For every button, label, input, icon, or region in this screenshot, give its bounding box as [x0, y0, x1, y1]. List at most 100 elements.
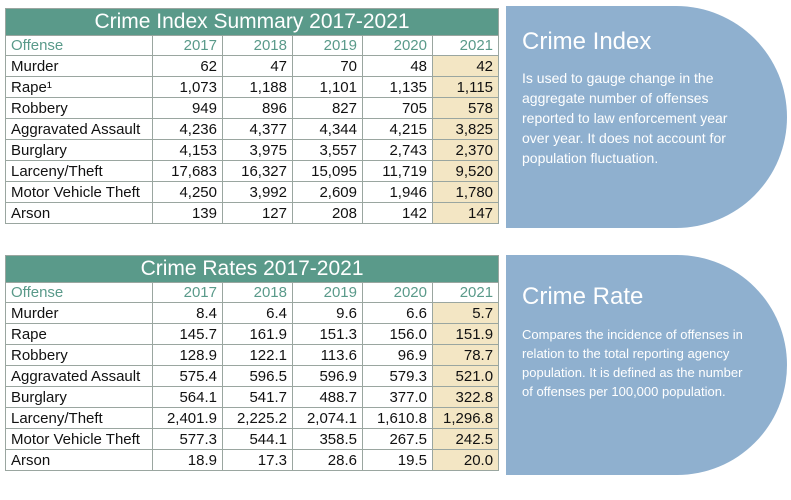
column-header-2017: 2017	[152, 35, 223, 56]
value-cell: 322.8	[431, 386, 500, 408]
value-cell: 1,946	[362, 181, 433, 203]
value-cell: 1,296.8	[431, 407, 500, 429]
value-cell: 42	[431, 55, 500, 77]
value-cell: 4,250	[152, 181, 223, 203]
column-header-2020: 2020	[362, 35, 433, 56]
column-header-offense: Offense	[5, 35, 153, 56]
crime-rates-title: Crime Rates 2017-2021	[4, 255, 500, 283]
value-cell: 596.9	[292, 365, 363, 387]
value-cell: 827	[292, 97, 363, 119]
table-row: Larceny/Theft 2,401.9 2,225.2 2,074.1 1,610.…	[5, 407, 500, 429]
value-cell: 20.0	[431, 449, 500, 471]
column-header-2019: 2019	[292, 35, 363, 56]
offense-cell: Arson	[5, 202, 153, 224]
value-cell: 151.9	[431, 323, 500, 345]
value-cell: 9,520	[431, 160, 500, 182]
value-cell: 19.5	[362, 449, 433, 471]
value-cell: 145.7	[152, 323, 223, 345]
value-cell: 48	[362, 55, 433, 77]
column-header-2018: 2018	[222, 282, 293, 303]
crime-index-info-panel: Crime Index Is used to gauge change in t…	[506, 6, 787, 228]
value-cell: 156.0	[362, 323, 433, 345]
offense-cell: Aggravated Assault	[5, 365, 153, 387]
value-cell: 127	[222, 202, 293, 224]
value-cell: 1,101	[292, 76, 363, 98]
offense-cell: Larceny/Theft	[5, 160, 153, 182]
offense-cell: Aggravated Assault	[5, 118, 153, 140]
value-cell: 151.3	[292, 323, 363, 345]
table-row: Murder 8.4 6.4 9.6 6.6 5.7	[5, 302, 500, 324]
value-cell: 11,719	[362, 160, 433, 182]
value-cell: 521.0	[431, 365, 500, 387]
value-cell: 488.7	[292, 386, 363, 408]
value-cell: 4,377	[222, 118, 293, 140]
value-cell: 16,327	[222, 160, 293, 182]
table-row: Murder 62 47 70 48 42	[5, 55, 500, 77]
crime-rates-header-row: Offense 2017 2018 2019 2020 2021	[5, 282, 500, 303]
offense-cell: Larceny/Theft	[5, 407, 153, 429]
table-row: Burglary 4,153 3,975 3,557 2,743 2,370	[5, 139, 500, 161]
value-cell: 5.7	[431, 302, 500, 324]
value-cell: 17,683	[152, 160, 223, 182]
value-cell: 4,236	[152, 118, 223, 140]
value-cell: 1,780	[431, 181, 500, 203]
value-cell: 62	[152, 55, 223, 77]
value-cell: 9.6	[292, 302, 363, 324]
value-cell: 2,370	[431, 139, 500, 161]
offense-cell: Murder	[5, 302, 153, 324]
table-row: Aggravated Assault 575.4 596.5 596.9 579.3 52…	[5, 365, 500, 387]
crime-index-description: Is used to gauge change in the aggregate…	[522, 70, 728, 166]
value-cell: 6.4	[222, 302, 293, 324]
value-cell: 47	[222, 55, 293, 77]
table-row: Motor Vehicle Theft 577.3 544.1 358.5 267.5 2…	[5, 428, 500, 450]
crime-index-heading: Crime Index	[522, 28, 652, 55]
value-cell: 4,215	[362, 118, 433, 140]
value-cell: 544.1	[222, 428, 293, 450]
offense-cell: Robbery	[5, 97, 153, 119]
value-cell: 1,073	[152, 76, 223, 98]
value-cell: 575.4	[152, 365, 223, 387]
offense-cell: Motor Vehicle Theft	[5, 428, 153, 450]
column-header-2021: 2021	[431, 35, 500, 56]
value-cell: 96.9	[362, 344, 433, 366]
value-cell: 1,135	[362, 76, 433, 98]
table-row: Arson 18.9 17.3 28.6 19.5 20.0	[5, 449, 500, 471]
value-cell: 78.7	[431, 344, 500, 366]
value-cell: 242.5	[431, 428, 500, 450]
value-cell: 18.9	[152, 449, 223, 471]
value-cell: 358.5	[292, 428, 363, 450]
value-cell: 705	[362, 97, 433, 119]
column-header-offense: Offense	[5, 282, 153, 303]
value-cell: 3,975	[222, 139, 293, 161]
table-row: Burglary 564.1 541.7 488.7 377.0 322.8	[5, 386, 500, 408]
value-cell: 541.7	[222, 386, 293, 408]
table-row: Robbery 949 896 827 705 578	[5, 97, 500, 119]
crime-rates-table: Crime Rates 2017-2021 Offense 2017 2018 …	[4, 255, 500, 471]
value-cell: 142	[362, 202, 433, 224]
table-row: Rape 145.7 161.9 151.3 156.0 151.9	[5, 323, 500, 345]
value-cell: 208	[292, 202, 363, 224]
value-cell: 28.6	[292, 449, 363, 471]
offense-cell: Murder	[5, 55, 153, 77]
table-row: Rape¹ 1,073 1,188 1,101 1,135 1,115	[5, 76, 500, 98]
value-cell: 113.6	[292, 344, 363, 366]
value-cell: 579.3	[362, 365, 433, 387]
offense-cell: Rape	[5, 323, 153, 345]
offense-cell: Burglary	[5, 386, 153, 408]
offense-cell: Rape¹	[5, 76, 153, 98]
crime-index-title: Crime Index Summary 2017-2021	[4, 8, 500, 36]
crime-rate-description: Compares the incidence of offenses in re…	[522, 327, 743, 399]
value-cell: 4,344	[292, 118, 363, 140]
table-row: Motor Vehicle Theft 4,250 3,992 2,609 1,946 1…	[5, 181, 500, 203]
value-cell: 578	[431, 97, 500, 119]
value-cell: 3,557	[292, 139, 363, 161]
column-header-2017: 2017	[152, 282, 223, 303]
value-cell: 577.3	[152, 428, 223, 450]
offense-cell: Robbery	[5, 344, 153, 366]
value-cell: 1,610.8	[362, 407, 433, 429]
table-row: Aggravated Assault 4,236 4,377 4,344 4,215 3,…	[5, 118, 500, 140]
value-cell: 128.9	[152, 344, 223, 366]
crime-index-header-row: Offense 2017 2018 2019 2020 2021	[5, 35, 500, 56]
column-header-2021: 2021	[431, 282, 500, 303]
value-cell: 2,225.2	[222, 407, 293, 429]
